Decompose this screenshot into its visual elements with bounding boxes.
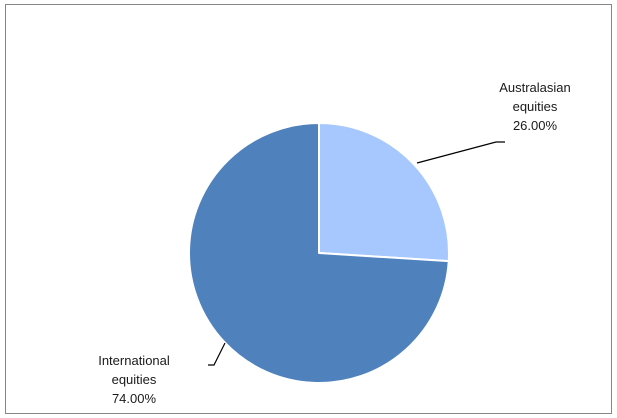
leader-lines bbox=[208, 141, 505, 366]
leader-line-2 bbox=[208, 342, 226, 366]
data-label-1: Australasian equities 26.00% bbox=[499, 80, 571, 133]
data-label-name-line: Australasian bbox=[499, 80, 571, 95]
data-label-2: International equities 74.00% bbox=[98, 353, 170, 406]
pie-slice-2 bbox=[188, 122, 450, 384]
data-label-name-line: equities bbox=[513, 99, 558, 114]
data-label-value: 74.00% bbox=[112, 391, 157, 406]
pie-slice-1 bbox=[318, 122, 450, 263]
pie-slices bbox=[188, 122, 450, 384]
leader-line-1 bbox=[416, 141, 505, 164]
data-labels: Australasian equities 26.00% International e… bbox=[98, 80, 571, 406]
data-label-name-line: International bbox=[98, 353, 170, 368]
data-label-name-line: equities bbox=[112, 372, 157, 387]
data-label-value: 26.00% bbox=[513, 118, 558, 133]
